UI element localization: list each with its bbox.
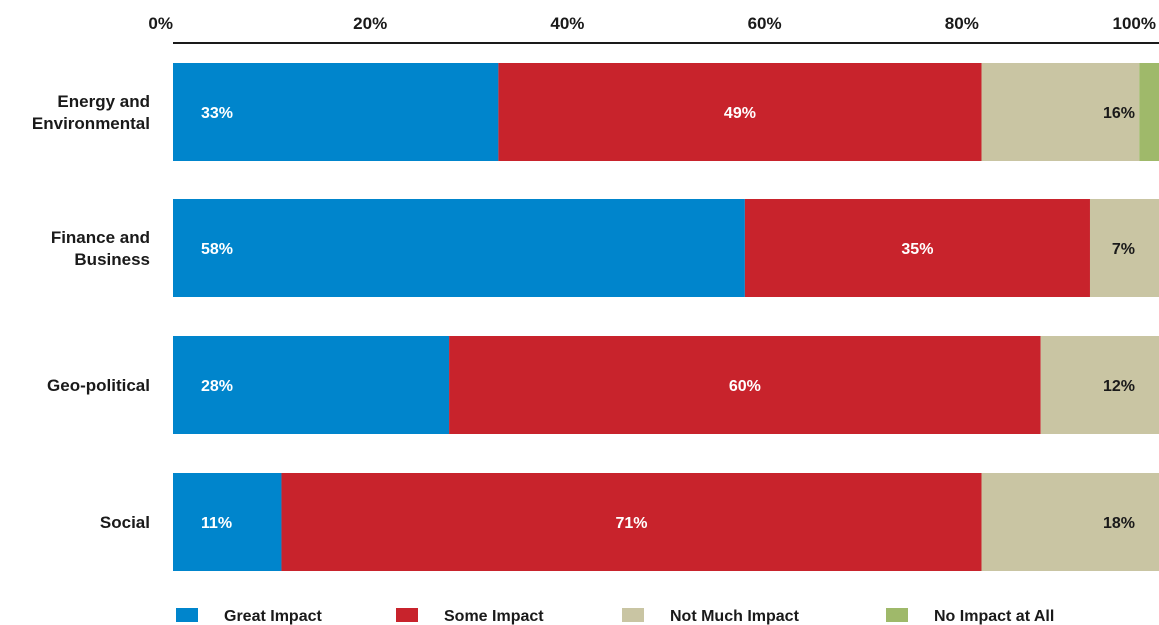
data-label: 71% — [615, 515, 647, 532]
legend-swatch — [886, 608, 908, 622]
bar-segment — [281, 473, 982, 571]
legend-item: Some Impact — [396, 608, 544, 625]
legend-item: Not Much Impact — [622, 608, 800, 625]
category-label: Environmental — [32, 114, 150, 133]
bar-segment — [981, 63, 1140, 161]
legend-label: Not Much Impact — [670, 608, 800, 625]
bar-segment — [173, 336, 450, 434]
category-label: Business — [74, 250, 150, 269]
data-label: 18% — [1103, 515, 1135, 532]
x-axis: 0% 20% 40% 60% 80% 100% — [148, 14, 1159, 44]
x-tick-label: 0% — [148, 14, 173, 33]
x-tick-label: 60% — [748, 14, 782, 33]
data-label: 35% — [901, 241, 933, 258]
bar-segment — [449, 336, 1041, 434]
x-tick-label: 100% — [1113, 14, 1156, 33]
category-label: Social — [100, 513, 150, 532]
x-tick-label: 80% — [945, 14, 979, 33]
data-label: 11% — [201, 515, 232, 532]
data-label: 33% — [201, 105, 233, 122]
legend-swatch — [176, 608, 198, 622]
bar-segment — [173, 63, 499, 161]
legend-label: Great Impact — [224, 608, 322, 625]
bar-segment — [1040, 336, 1159, 434]
category-labels: Energy and Environmental Finance and Busine… — [32, 92, 150, 532]
legend-item: No Impact at All — [886, 608, 1054, 625]
legend-label: No Impact at All — [934, 608, 1054, 625]
bars — [173, 63, 1159, 571]
data-label: 16% — [1103, 105, 1135, 122]
bar-segment — [173, 199, 745, 297]
data-label: 28% — [201, 378, 233, 395]
category-label: Geo-political — [47, 376, 150, 395]
legend-swatch — [622, 608, 644, 622]
data-label: 60% — [729, 378, 761, 395]
category-label: Finance and — [51, 228, 150, 247]
legend-item: Great Impact — [176, 608, 322, 625]
legend-label: Some Impact — [444, 608, 544, 625]
data-label: 7% — [1112, 241, 1135, 258]
data-label: 49% — [724, 105, 756, 122]
legend-swatch — [396, 608, 418, 622]
category-label: Energy and — [57, 92, 150, 111]
bar-segment — [981, 473, 1159, 571]
data-label: 12% — [1103, 378, 1135, 395]
bar-segment — [1139, 63, 1159, 161]
data-label: 58% — [201, 241, 233, 258]
bar-segment — [498, 63, 982, 161]
bar-segment — [173, 473, 282, 571]
x-tick-label: 40% — [550, 14, 584, 33]
data-labels: 33% 49% 16% 58% 35% 7% 28% 60% 12% 11% 71% 18% — [201, 105, 1135, 532]
x-tick-label: 20% — [353, 14, 387, 33]
bar-segment — [1089, 199, 1159, 297]
bar-segment — [744, 199, 1090, 297]
legend: Great Impact Some Impact Not Much Impact No… — [176, 608, 1054, 625]
